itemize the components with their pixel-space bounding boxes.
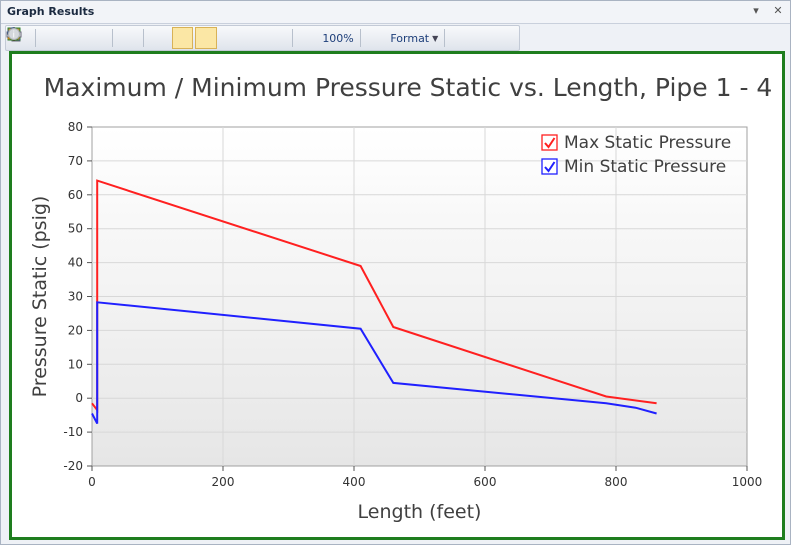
zoom-icon[interactable] [7,27,319,49]
legend-entry-label: Max Static Pressure [564,133,731,153]
y-tick-label: 50 [68,222,83,236]
y-tick-label: 80 [68,120,83,134]
chart-svg: Maximum / Minimum Pressure Static vs. Le… [29,73,773,523]
legend-checkbox[interactable] [541,158,558,175]
x-tick-label: 600 [474,475,497,489]
title-bar: Graph Results ▾ ✕ [1,1,790,24]
zoom-level[interactable]: 100% [322,31,354,45]
y-tick-label: 0 [75,391,83,405]
y-tick-label: -20 [63,459,83,473]
x-tick-label: 800 [605,475,628,489]
window-title: Graph Results [7,5,95,18]
series-line-min [91,301,657,425]
x-tick-label: 1000 [732,475,763,489]
svg-text:i: i [13,31,16,41]
legend-toggle-icon[interactable] [7,27,194,49]
y-axis-label: Pressure Static (psig) [29,196,51,398]
info-icon[interactable]: i [8,27,518,49]
y-tick-label: -10 [63,425,83,439]
checkbox-toggle-icon[interactable] [7,27,217,49]
measure-icon[interactable] [6,27,265,49]
plot-panel: Maximum / Minimum Pressure Static vs. Le… [9,51,785,540]
y-tick-label: 30 [68,290,83,304]
format-menu-button[interactable]: Format [390,31,430,45]
x-tick-label: 0 [88,475,96,489]
y-tick-label: 60 [68,188,83,202]
chevron-down-icon[interactable]: ▼ [432,33,439,43]
x-tick-label: 200 [212,475,235,489]
close-button[interactable]: ✕ [773,4,783,17]
export-image-icon[interactable] [7,27,85,49]
crosshair-icon[interactable] [7,27,241,49]
text-annotation-icon[interactable]: T [7,27,139,49]
color-square-icon[interactable] [8,27,288,49]
check-icon [544,161,556,173]
format-icon[interactable] [7,27,387,49]
legend: Max Static Pressure Min Static Pressure [541,133,731,177]
x-axis-label: Length (feet) [358,501,482,523]
graph-toolbar: T 100% Format ▼ [5,25,520,51]
legend-checkbox[interactable] [541,134,558,151]
data-table-icon[interactable] [7,27,109,49]
x-tick-label: 400 [343,475,366,489]
copy-icon[interactable] [7,27,62,49]
legend-entry-label: Min Static Pressure [564,157,726,177]
check-icon [544,137,556,149]
add-plus-icon[interactable] [8,27,471,49]
y-tick-label: 70 [68,154,83,168]
y-tick-label: 20 [68,323,83,337]
curve-style-icon[interactable] [7,27,170,49]
chart-title: Maximum / Minimum Pressure Static vs. Le… [44,73,773,102]
y-tick-label: 10 [68,357,83,371]
tools-icon[interactable] [8,27,495,49]
window-menu-button[interactable]: ▾ [753,4,759,17]
y-tick-label: 40 [68,256,83,270]
